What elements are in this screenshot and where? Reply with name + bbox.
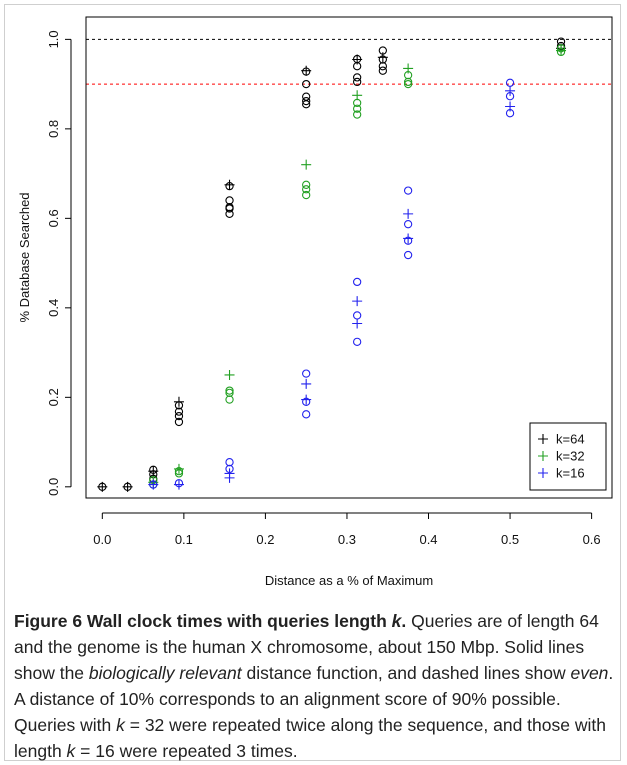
run-point	[353, 104, 362, 113]
run-point	[403, 250, 413, 260]
x-tick-label: 0.2	[256, 532, 274, 547]
run-point	[378, 66, 387, 75]
x-axis-title: Distance as a % of Maximum	[265, 573, 433, 588]
y-tick-label: 0.0	[46, 478, 61, 496]
y-tick-label: 0.4	[46, 299, 61, 317]
caption-text-5: = 16 were repeated 3 times.	[75, 741, 298, 761]
y-tick-label: 1.0	[46, 30, 61, 48]
mean-point	[301, 65, 312, 76]
mean-point	[148, 479, 159, 490]
run-point	[353, 73, 362, 82]
y-axis-title: % Database Searched	[17, 192, 32, 322]
mean-point	[352, 54, 363, 65]
run-point	[302, 190, 311, 200]
run-point	[174, 411, 184, 421]
mean-point	[122, 481, 133, 492]
figure-frame	[4, 4, 621, 761]
legend-label: k=32	[556, 449, 585, 464]
mean-point	[352, 318, 363, 329]
run-point	[225, 204, 234, 213]
mean-point	[224, 468, 235, 479]
run-point	[403, 79, 413, 89]
legend-label: k=64	[556, 432, 585, 447]
caption-title: Figure 6 Wall clock times with queries l…	[14, 611, 387, 631]
mean-point	[173, 463, 184, 474]
mean-point	[301, 159, 312, 170]
legend-marker	[538, 451, 548, 461]
mean-point	[301, 378, 312, 389]
series-k=16	[148, 78, 516, 490]
run-point	[505, 78, 515, 87]
run-point	[403, 220, 413, 229]
run-point	[302, 96, 311, 106]
run-point	[353, 337, 362, 346]
caption-k-1: k	[116, 715, 125, 735]
x-tick-label: 0.3	[338, 532, 356, 547]
mean-point	[403, 208, 414, 219]
legend-marker	[538, 468, 548, 478]
run-point	[302, 410, 311, 419]
y-tick-label: 0.2	[46, 388, 61, 406]
x-tick-label: 0.0	[93, 532, 111, 547]
mean-point	[173, 396, 184, 407]
legend-label: k=16	[556, 466, 585, 481]
mean-point	[173, 479, 184, 490]
y-tick-label: 0.6	[46, 209, 61, 227]
caption-biologically-relevant: biologically relevant	[88, 663, 242, 683]
run-point	[174, 417, 184, 427]
figure-caption: Figure 6 Wall clock times with queries l…	[14, 608, 614, 764]
run-point	[403, 77, 413, 87]
mean-point	[505, 101, 516, 112]
mean-point	[352, 90, 363, 101]
x-tick-label: 0.6	[583, 532, 601, 547]
mean-point	[377, 52, 388, 63]
mean-point	[97, 481, 108, 492]
plot-area-border	[85, 16, 613, 499]
run-point	[353, 77, 362, 87]
run-point	[302, 180, 311, 189]
mean-point	[148, 466, 159, 477]
run-point	[225, 386, 234, 395]
run-point	[225, 196, 234, 205]
caption-text-4: = 32 were repeated twice along the seque…	[14, 715, 606, 761]
series-k=32	[148, 44, 567, 489]
mean-point	[403, 233, 414, 244]
series-k=64	[97, 37, 567, 492]
run-point	[353, 311, 362, 320]
run-point	[353, 110, 362, 119]
x-tick-label: 0.4	[419, 532, 437, 547]
legend-marker	[538, 434, 548, 444]
caption-title-end: .	[401, 611, 407, 631]
run-point	[378, 62, 387, 71]
mean-point	[556, 45, 567, 56]
caption-text-2: distance function, and dashed lines show	[241, 663, 571, 683]
run-point	[302, 79, 311, 89]
run-point	[302, 369, 311, 378]
mean-point	[224, 179, 235, 190]
run-point	[225, 395, 234, 404]
caption-text-1: Queries are of length 64 and the genome …	[14, 611, 599, 683]
run-point	[353, 277, 362, 287]
run-point	[225, 209, 234, 219]
run-point	[403, 186, 413, 195]
caption-even: even	[570, 663, 609, 683]
scatter-chart: 0.0 0.1 0.2 0.3 0.4 0.5 0.6 Distance as a % of …	[17, 16, 613, 588]
mean-point	[505, 85, 516, 96]
caption-title-k: k	[391, 611, 402, 631]
caption-text-3: . A distance of 10% corresponds to an al…	[14, 663, 614, 735]
y-tick-label: 0.8	[46, 120, 61, 138]
x-tick-label: 0.5	[501, 532, 519, 547]
mean-point	[352, 296, 363, 307]
run-point	[174, 407, 184, 416]
run-point	[302, 100, 311, 109]
mean-point	[301, 394, 312, 405]
mean-point	[403, 63, 414, 74]
run-point	[302, 185, 311, 194]
x-tick-label: 0.1	[175, 532, 193, 547]
caption-k-2: k	[66, 741, 76, 761]
run-point	[225, 458, 234, 467]
mean-point	[224, 369, 235, 380]
